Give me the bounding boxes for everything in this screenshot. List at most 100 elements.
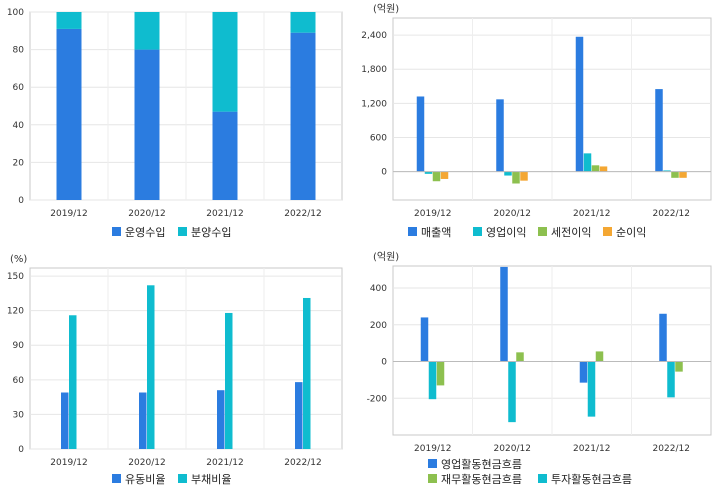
y-tick-label: 80 (13, 46, 25, 56)
bar-순이익-2022/12 (679, 171, 687, 178)
bar-유동비율-2022/12 (295, 382, 303, 449)
legend-swatch-부채비율 (178, 474, 187, 483)
x-tick-label: 2019/12 (414, 444, 451, 454)
bar-투자활동현금흐름-2020/12 (508, 361, 516, 423)
x-tick-label: 2021/12 (206, 458, 243, 468)
legend-swatch-영업활동현금흐름 (428, 459, 437, 468)
x-tick-label: 2022/12 (653, 209, 690, 219)
bar-재무활동현금흐름-2022/12 (675, 361, 683, 372)
x-tick-label: 2021/12 (206, 209, 243, 219)
x-tick-label: 2020/12 (128, 458, 165, 468)
bar-세전이익-2021/12 (591, 165, 600, 172)
bar-영업활동현금흐름-2021/12 (579, 361, 588, 383)
bar-분양수입-2019/12 (56, 12, 82, 29)
bar-운영수입-2022/12 (290, 32, 316, 201)
y-tick-label: 400 (370, 284, 387, 294)
x-tick-label: 2019/12 (50, 458, 87, 468)
bar-순이익-2019/12 (440, 171, 449, 179)
y-tick-label: 60 (13, 376, 25, 386)
x-tick-label: 2020/12 (128, 209, 165, 219)
legend-swatch-영업이익 (473, 227, 482, 236)
bar-재무활동현금흐름-2020/12 (516, 352, 524, 362)
y-tick-label: 0 (18, 196, 24, 206)
x-tick-label: 2021/12 (573, 444, 610, 454)
bar-유동비율-2021/12 (217, 390, 225, 449)
legend-label-영업이익: 영업이익 (486, 226, 526, 239)
bar-운영수입-2019/12 (56, 28, 82, 201)
y-tick-label: 600 (370, 133, 387, 143)
bar-매출액-2022/12 (655, 89, 663, 172)
y-tick-label: 2,400 (361, 31, 387, 41)
legend-swatch-투자활동현금흐름 (538, 474, 547, 483)
legend-label-재무활동현금흐름: 재무활동현금흐름 (441, 472, 522, 486)
bar-부채비율-2019/12 (69, 315, 77, 449)
x-tick-label: 2019/12 (50, 209, 87, 219)
bar-세전이익-2020/12 (512, 171, 520, 184)
legend-label-유동비율: 유동비율 (125, 473, 165, 486)
bar-투자활동현금흐름-2021/12 (587, 361, 596, 417)
bar-영업이익-2021/12 (583, 153, 592, 172)
bar-유동비율-2020/12 (139, 392, 147, 449)
bar-부채비율-2020/12 (147, 285, 155, 449)
legend-label-세전이익: 세전이익 (551, 226, 591, 239)
bar-재무활동현금흐름-2019/12 (436, 361, 445, 386)
y-tick-label: 150 (7, 272, 24, 282)
unit-label: (억원) (373, 251, 399, 263)
x-tick-label: 2021/12 (573, 209, 610, 219)
legend-label-투자활동현금흐름: 투자활동현금흐름 (551, 472, 632, 486)
legend-label-운영수입: 운영수입 (125, 226, 165, 239)
legend-swatch-분양수입 (178, 227, 187, 236)
bar-유동비율-2019/12 (61, 392, 69, 449)
bar-투자활동현금흐름-2022/12 (667, 361, 675, 398)
legend-swatch-재무활동현금흐름 (428, 474, 437, 483)
y-tick-label: 90 (13, 341, 25, 351)
bar-세전이익-2019/12 (432, 171, 441, 182)
bar-운영수입-2020/12 (134, 49, 160, 200)
bar-매출액-2021/12 (575, 36, 584, 172)
bar-매출액-2019/12 (416, 96, 425, 172)
x-tick-label: 2022/12 (284, 458, 321, 468)
x-tick-label: 2022/12 (284, 209, 321, 219)
bar-부채비율-2022/12 (303, 297, 311, 449)
bar-투자활동현금흐름-2019/12 (428, 361, 437, 400)
legend-swatch-순이익 (603, 227, 612, 236)
legend-label-부채비율: 부채비율 (191, 473, 231, 486)
y-tick-label: -200 (367, 394, 388, 404)
legend-swatch-유동비율 (112, 474, 121, 483)
bar-부채비율-2021/12 (225, 312, 233, 449)
legend-swatch-세전이익 (538, 227, 547, 236)
x-tick-label: 2022/12 (653, 444, 690, 454)
bar-영업활동현금흐름-2019/12 (420, 317, 429, 362)
y-tick-label: 20 (13, 158, 25, 168)
y-tick-label: 0 (381, 168, 387, 178)
bar-영업활동현금흐름-2022/12 (659, 313, 667, 362)
bar-분양수입-2022/12 (290, 12, 316, 33)
unit-label: (%) (10, 254, 27, 265)
y-tick-label: 120 (7, 307, 24, 317)
y-tick-label: 60 (13, 83, 25, 93)
legend-label-순이익: 순이익 (616, 226, 646, 239)
bar-순이익-2020/12 (520, 171, 528, 181)
bar-영업이익-2020/12 (504, 171, 512, 176)
x-tick-label: 2020/12 (494, 444, 531, 454)
legend-label-매출액: 매출액 (421, 226, 451, 239)
bar-분양수입-2020/12 (134, 12, 160, 50)
y-tick-label: 1,800 (361, 65, 387, 75)
legend-label-분양수입: 분양수입 (191, 226, 231, 239)
bar-영업이익-2022/12 (663, 170, 671, 172)
y-tick-label: 100 (7, 8, 24, 18)
bar-순이익-2021/12 (599, 166, 608, 172)
x-tick-label: 2019/12 (414, 209, 451, 219)
y-tick-label: 200 (370, 321, 387, 331)
bar-세전이익-2022/12 (671, 171, 679, 178)
bar-운영수입-2021/12 (212, 111, 238, 200)
legend-swatch-운영수입 (112, 227, 121, 236)
bar-영업이익-2019/12 (424, 171, 433, 174)
bar-영업활동현금흐름-2020/12 (500, 266, 508, 362)
bar-재무활동현금흐름-2021/12 (595, 351, 604, 362)
y-tick-label: 30 (13, 410, 25, 420)
y-tick-label: 0 (381, 358, 387, 368)
y-tick-label: 0 (18, 445, 24, 455)
unit-label: (억원) (373, 3, 399, 15)
